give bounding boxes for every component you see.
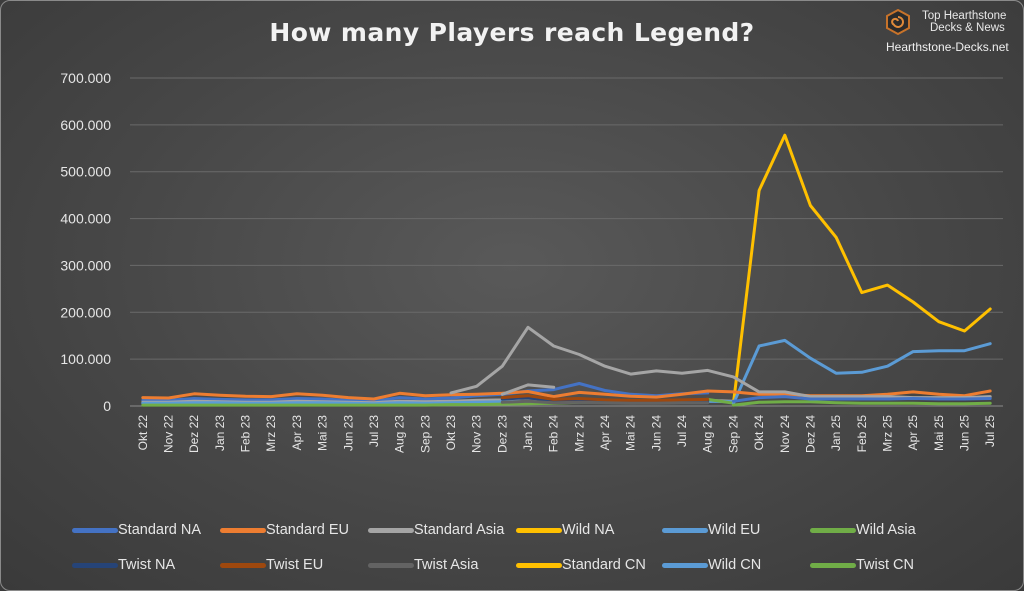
y-tick-label: 100.000 [60, 351, 111, 367]
x-tick-label: Okt 23 [444, 415, 458, 451]
x-tick-label: Mai 25 [932, 415, 946, 451]
x-tick-label: Nov 24 [778, 415, 792, 453]
series-line [731, 133, 992, 406]
x-tick-label: Aug 23 [393, 415, 407, 453]
series-line [500, 383, 556, 396]
x-tick-label: Feb 25 [855, 415, 869, 453]
series-line [141, 382, 710, 403]
x-tick-label: Dez 23 [495, 415, 509, 453]
x-tick-label: Aug 24 [701, 415, 715, 453]
series-line [500, 394, 710, 402]
x-tick-label: Nov 22 [162, 415, 176, 453]
x-tick-label: Jun 24 [649, 415, 663, 451]
y-tick-label: 500.000 [60, 164, 111, 180]
x-tick-label: Jul 23 [367, 415, 381, 447]
x-axis-tick-labels: Okt 22 Nov 22 Dez 22 Jan 23 Feb 23 Mrz 23 Apr … [136, 415, 997, 453]
x-tick-label: Apr 23 [290, 415, 304, 451]
gridlines [130, 77, 1003, 407]
x-tick-label: Mrz 24 [572, 415, 586, 452]
x-tick-label: Mai 23 [316, 415, 330, 451]
x-tick-label: Sep 23 [418, 415, 432, 453]
series-line [731, 395, 992, 403]
x-tick-label: Nov 23 [470, 415, 484, 453]
hexagon-spiral-logo-icon [886, 9, 910, 35]
y-tick-label: 200.000 [60, 304, 111, 320]
x-tick-label: Apr 24 [598, 415, 612, 451]
x-tick-label: Jul 25 [983, 415, 997, 447]
x-tick-label: Mrz 23 [264, 415, 278, 452]
x-tick-label: Mrz 25 [880, 415, 894, 452]
chart-title: How many Players reach Legend? [269, 18, 755, 47]
x-tick-label: Apr 25 [906, 415, 920, 451]
brand-tagline-line2: Decks & News [930, 22, 1005, 34]
x-tick-label: Feb 23 [239, 415, 253, 453]
brand-url[interactable]: Hearthstone-Decks.net [886, 40, 1009, 54]
x-tick-label: Jan 24 [521, 415, 535, 451]
x-tick-label: Jan 23 [213, 415, 227, 451]
x-tick-label: Jan 25 [829, 415, 843, 451]
y-tick-label: 700.000 [60, 70, 111, 86]
series-line [731, 338, 992, 406]
series-lines [141, 133, 992, 407]
x-tick-label: Okt 22 [136, 415, 150, 451]
series-line [449, 325, 992, 400]
x-tick-label: Mai 24 [624, 415, 638, 451]
x-tick-label: Dez 22 [187, 415, 201, 453]
series-line [141, 389, 735, 401]
x-tick-label: Feb 24 [547, 415, 561, 453]
x-tick-label: Okt 24 [752, 415, 766, 451]
x-tick-label: Jun 23 [341, 415, 355, 451]
series-line [731, 400, 992, 407]
y-tick-label: 0 [103, 398, 111, 414]
y-tick-label: 300.000 [60, 257, 111, 273]
y-axis-tick-labels: 0 100.000 200.000 300.000 400.000 500.000 600.… [60, 70, 111, 414]
x-tick-label: Jul 24 [675, 415, 689, 447]
x-tick-label: Jun 25 [957, 415, 971, 451]
y-tick-label: 600.000 [60, 117, 111, 133]
brand-tagline-line1: Top Hearthstone [922, 10, 1007, 22]
series-line [500, 399, 710, 405]
y-tick-label: 400.000 [60, 211, 111, 227]
x-tick-label: Dez 24 [803, 415, 817, 453]
x-tick-label: Sep 24 [726, 415, 740, 453]
brand-badge[interactable]: Top Hearthstone Decks & News Hearthstone… [884, 6, 1020, 56]
